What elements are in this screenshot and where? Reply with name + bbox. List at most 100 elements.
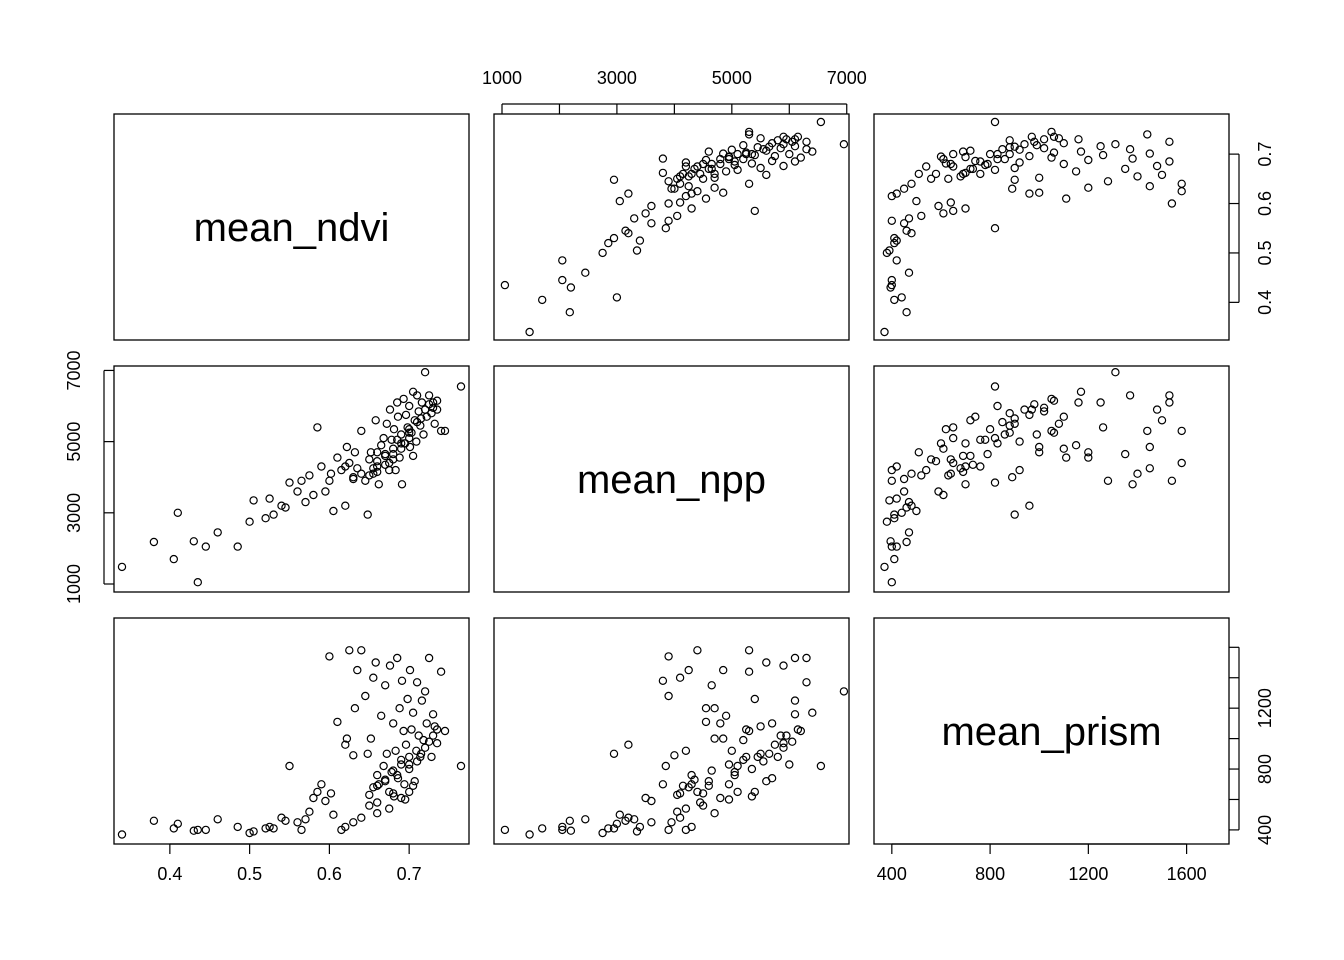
- data-point: [624, 740, 633, 749]
- data-point: [788, 737, 797, 746]
- data-point: [899, 487, 909, 496]
- data-point: [1098, 423, 1108, 432]
- data-point: [727, 746, 737, 756]
- tick-label: 1200: [1255, 688, 1275, 728]
- tick-label: 0.4: [157, 864, 182, 884]
- data-point: [624, 189, 633, 198]
- data-point: [1010, 510, 1019, 519]
- data-point: [416, 414, 426, 423]
- data-point: [269, 824, 278, 833]
- data-point: [366, 448, 376, 457]
- data-point: [1034, 448, 1044, 457]
- data-point: [609, 824, 619, 833]
- data-point: [1111, 139, 1120, 149]
- data-point: [949, 433, 958, 443]
- data-point: [189, 826, 198, 835]
- data-point: [233, 542, 242, 551]
- data-point: [770, 740, 780, 749]
- data-point: [1034, 442, 1044, 452]
- data-point: [790, 696, 800, 705]
- data-point: [698, 789, 708, 798]
- data-point: [693, 646, 702, 655]
- data-point: [939, 444, 948, 453]
- data-point: [985, 149, 995, 159]
- data-point: [1059, 412, 1069, 421]
- panel-frame: [113, 113, 470, 341]
- data-point: [1005, 136, 1014, 145]
- data-point: [890, 238, 899, 248]
- data-point: [365, 471, 374, 480]
- data-point: [621, 816, 630, 826]
- data-point: [897, 508, 906, 517]
- data-point: [609, 233, 619, 243]
- data-point: [1143, 426, 1152, 436]
- data-point: [944, 471, 953, 480]
- data-point: [946, 159, 956, 169]
- data-point: [432, 739, 442, 748]
- data-point: [961, 480, 970, 489]
- data-point: [887, 275, 897, 285]
- data-point: [385, 787, 394, 797]
- data-point: [393, 398, 402, 407]
- data-point: [1008, 473, 1017, 482]
- data-point: [673, 211, 682, 221]
- tick-label: 800: [975, 864, 1005, 884]
- data-point: [393, 412, 403, 421]
- data-point: [389, 449, 398, 459]
- panel-frame: [493, 365, 850, 593]
- data-point: [341, 501, 350, 510]
- data-point: [767, 156, 777, 166]
- data-point: [904, 528, 914, 537]
- data-point: [345, 646, 354, 655]
- data-point: [704, 147, 714, 156]
- data-point: [1074, 135, 1083, 144]
- data-point: [1128, 154, 1137, 163]
- data-point: [353, 665, 362, 675]
- data-point: [917, 211, 926, 221]
- data-point: [408, 708, 418, 717]
- data-point: [673, 174, 682, 183]
- data-point: [400, 780, 409, 789]
- data-point: [416, 749, 426, 759]
- data-point: [317, 780, 326, 789]
- data-point: [382, 749, 391, 759]
- data-point: [381, 681, 390, 690]
- data-point: [647, 818, 656, 827]
- data-point: [1010, 175, 1019, 184]
- data-point: [912, 196, 921, 206]
- tick-label: 800: [1255, 754, 1275, 784]
- data-point: [816, 117, 826, 127]
- data-point: [958, 467, 968, 477]
- tick-label: 1600: [1167, 864, 1207, 884]
- variable-label: mean_ndvi: [194, 206, 390, 250]
- data-point: [776, 731, 785, 740]
- panel-mean_prism-vs-mean_ndvi: [113, 617, 470, 845]
- data-point: [934, 201, 943, 211]
- data-point: [373, 770, 382, 780]
- data-point: [1084, 453, 1093, 462]
- data-point: [719, 188, 728, 197]
- data-point: [802, 137, 811, 146]
- data-point: [914, 169, 924, 179]
- data-point: [341, 822, 350, 832]
- data-point: [397, 755, 406, 765]
- data-point: [440, 426, 450, 436]
- data-point: [793, 725, 803, 734]
- data-point: [949, 206, 958, 216]
- data-point: [432, 725, 442, 734]
- data-point: [983, 159, 992, 169]
- data-point: [885, 246, 894, 255]
- data-point: [961, 439, 970, 448]
- data-point: [349, 818, 358, 827]
- data-point: [317, 462, 326, 471]
- data-point: [675, 198, 685, 207]
- data-point: [1133, 469, 1142, 478]
- data-point: [939, 490, 948, 500]
- data-point: [363, 510, 372, 519]
- data-point: [405, 428, 414, 437]
- data-point: [742, 752, 751, 762]
- x-axis-bottom-mean_ndvi: 0.4 0.5 0.6 0.7: [157, 843, 422, 884]
- data-point: [902, 503, 911, 512]
- data-point: [401, 740, 411, 749]
- data-point: [966, 146, 975, 155]
